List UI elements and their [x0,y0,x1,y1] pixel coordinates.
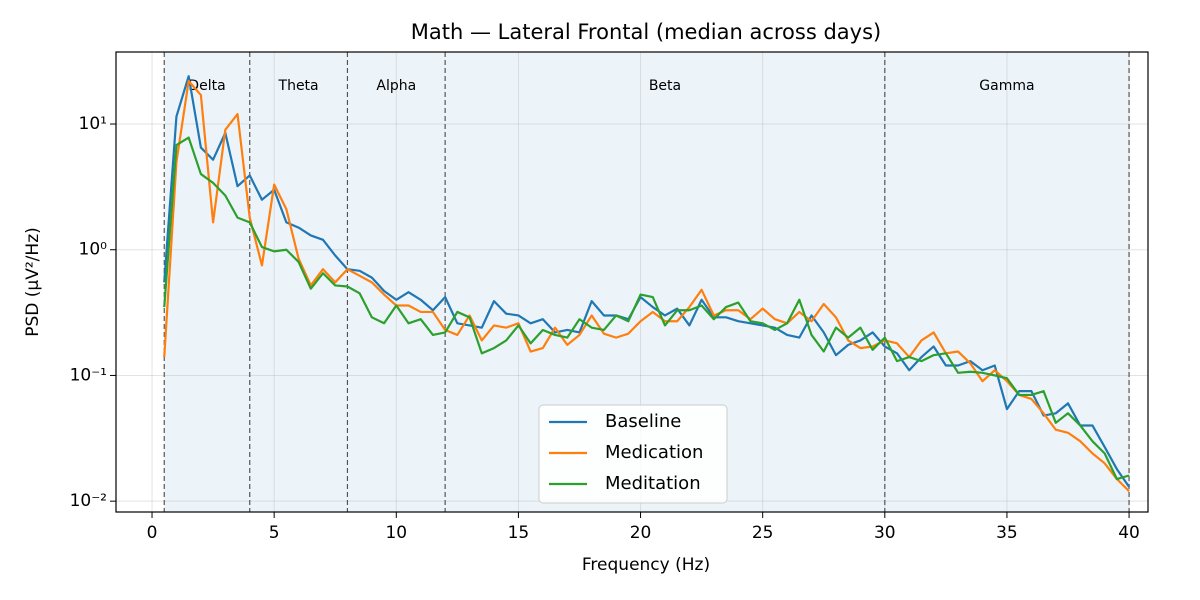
band-label: Theta [278,78,319,94]
x-tick-label: 40 [1118,523,1140,543]
plot-frame [115,51,1149,513]
x-axis-label: Frequency (Hz) [582,555,710,575]
legend-label: Medication [605,442,703,463]
legend-label: Baseline [605,411,681,432]
chart-title: Math — Lateral Frontal (median across da… [411,20,881,44]
y-tick-label: 10¹ [79,114,107,134]
y-tick-label: 10⁻¹ [70,365,107,385]
y-tick-label: 10⁻² [70,491,107,511]
x-tick-label: 25 [752,523,774,543]
x-tick-label: 30 [874,523,896,543]
y-tick-label: 10⁰ [79,240,108,260]
y-axis-label: PSD (µV²/Hz) [23,227,43,337]
x-tick-label: 0 [147,523,158,543]
band-label: Alpha [376,78,416,94]
band-label: Gamma [979,78,1034,94]
legend-box [538,404,728,504]
band-shade [347,52,446,512]
x-tick-label: 20 [630,523,652,543]
legend-label: Meditation [605,473,701,494]
x-tick-label: 15 [508,523,530,543]
x-tick-label: 10 [385,523,407,543]
band-shade [164,52,250,512]
series-line [163,79,1130,492]
x-tick-label: 35 [996,523,1018,543]
series-line [163,136,1130,481]
band-label: Beta [649,78,681,94]
x-tick-label: 5 [269,523,280,543]
